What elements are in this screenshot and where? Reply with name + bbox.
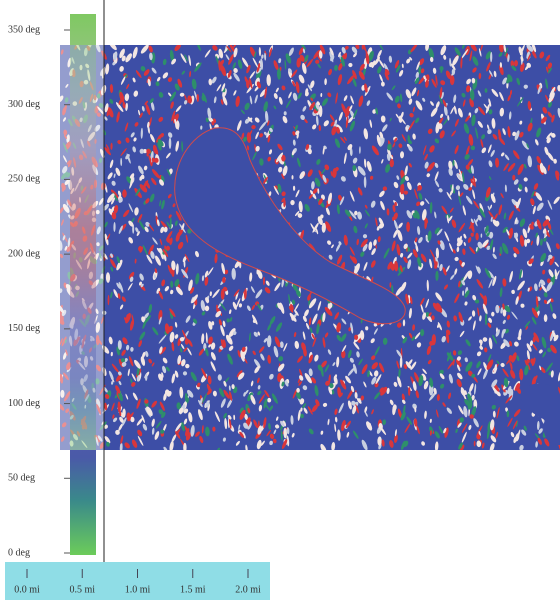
texture-fleck <box>319 105 323 117</box>
texture-fleck <box>169 137 172 149</box>
colorbar-tick-label: 250 deg <box>8 174 40 185</box>
colorbar-tick-label: 300 deg <box>8 99 40 110</box>
texture-fleck <box>202 94 206 101</box>
texture-fleck <box>394 202 397 206</box>
colorbar-tick-label: 50 deg <box>8 473 35 484</box>
colorbar-tick-label: 350 deg <box>8 24 40 35</box>
scale-tick-label: 1.5 mi <box>180 584 206 595</box>
colorbar-overlap <box>70 45 96 450</box>
scale-tick-label: 0.0 mi <box>14 584 40 595</box>
texture-fleck <box>140 149 144 154</box>
colorbar-tick-label: 0 deg <box>8 547 30 558</box>
scale-tick-label: 1.0 mi <box>125 584 151 595</box>
texture-fleck <box>183 443 186 452</box>
texture-fleck <box>507 410 510 417</box>
texture-fleck <box>122 190 127 198</box>
scale-tick-label: 0.5 mi <box>69 584 95 595</box>
scale-tick-label: 2.0 mi <box>235 584 261 595</box>
texture-fleck <box>426 312 430 317</box>
texture-fleck <box>408 387 410 396</box>
map-view: 0 deg 50 deg 100 deg 150 deg 200 deg 250 deg 3… <box>0 0 560 600</box>
colorbar-tick-label: 200 deg <box>8 248 40 259</box>
texture-fleck <box>544 314 548 322</box>
texture-fleck <box>406 222 410 232</box>
colorbar-tick-label: 100 deg <box>8 398 40 409</box>
texture-fleck <box>170 217 172 228</box>
colorbar-tick-label: 150 deg <box>8 323 40 334</box>
